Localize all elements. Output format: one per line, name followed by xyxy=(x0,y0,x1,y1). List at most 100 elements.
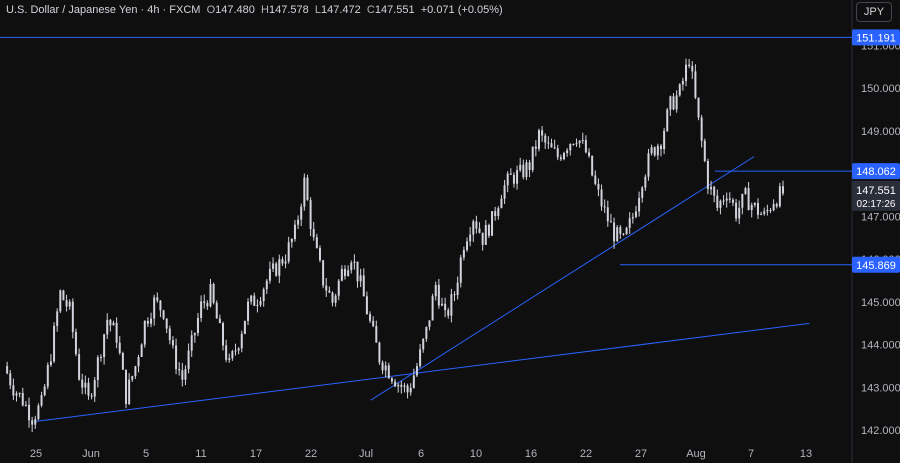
candle-body xyxy=(284,261,287,264)
candle-body xyxy=(725,198,728,201)
candle-body xyxy=(228,358,231,360)
candle-body xyxy=(584,140,587,153)
level-price-label: 148.062 xyxy=(856,166,896,178)
candle-body xyxy=(278,259,281,276)
x-tick-label: 5 xyxy=(143,448,149,460)
x-tick-label: 22 xyxy=(305,448,317,460)
open-value: 147.480 xyxy=(215,4,255,16)
candle-body xyxy=(262,289,265,302)
candle-body xyxy=(234,350,237,352)
candle-body xyxy=(609,221,612,223)
candle-body xyxy=(46,365,49,387)
x-tick-label: 27 xyxy=(635,448,647,460)
candle-body xyxy=(594,175,597,184)
candle-body xyxy=(153,297,156,319)
candle-body xyxy=(306,177,309,201)
candle-body xyxy=(53,325,56,362)
candle-body xyxy=(250,295,253,302)
candle-body xyxy=(453,294,456,296)
candle-body xyxy=(350,262,353,271)
candle-body xyxy=(24,404,27,406)
candle-body xyxy=(140,344,143,358)
candle-body xyxy=(541,130,544,136)
candle-body xyxy=(74,331,77,355)
candle-body xyxy=(365,296,368,315)
y-tick-label: 145.000 xyxy=(861,297,900,309)
candle-body xyxy=(209,283,212,307)
currency-button[interactable]: JPY xyxy=(856,2,892,22)
candle-body xyxy=(37,405,40,420)
level-price-tag xyxy=(852,256,900,273)
candle-body xyxy=(240,333,243,349)
candle-body xyxy=(537,130,540,149)
candle-body xyxy=(516,170,519,184)
candle-body xyxy=(159,300,162,311)
candle-body xyxy=(744,188,747,194)
candle-body xyxy=(218,318,221,324)
symbol-title[interactable]: U.S. Dollar / Japanese Yen · 4h · FXCM xyxy=(6,4,201,16)
candle-body xyxy=(466,241,469,250)
candle-body xyxy=(528,162,531,170)
candle-body xyxy=(613,222,616,242)
candle-body xyxy=(99,357,102,359)
candle-body xyxy=(15,393,18,396)
candle-body xyxy=(353,261,356,263)
chart-legend: U.S. Dollar / Japanese Yen · 4h · FXCM O… xyxy=(6,4,503,16)
candle-body xyxy=(475,221,478,229)
candle-body xyxy=(293,224,296,240)
candle-body xyxy=(56,311,59,326)
close-value: 147.551 xyxy=(374,4,415,16)
candle-body xyxy=(459,257,462,283)
candle-body xyxy=(747,188,750,211)
candle-body xyxy=(525,162,528,178)
candle-body xyxy=(697,97,700,118)
candle-body xyxy=(394,381,397,387)
candle-body xyxy=(778,186,781,207)
candle-body xyxy=(625,227,628,235)
candle-body xyxy=(215,302,218,319)
candle-body xyxy=(578,140,581,144)
candle-body xyxy=(125,369,128,405)
candle-body xyxy=(344,268,347,276)
candle-body xyxy=(706,160,709,190)
candle-body xyxy=(412,375,415,388)
x-tick-label: 11 xyxy=(195,448,206,460)
candle-body xyxy=(21,392,24,406)
candle-body xyxy=(638,197,641,212)
candle-body xyxy=(165,318,168,329)
candle-body xyxy=(500,198,503,209)
y-tick-label: 144.000 xyxy=(861,340,900,352)
candle-body xyxy=(115,322,118,343)
candle-body xyxy=(428,320,431,327)
candle-body xyxy=(375,326,378,343)
open-label: O xyxy=(206,4,216,16)
candle-body xyxy=(666,109,669,131)
candle-body xyxy=(334,295,337,303)
trendline xyxy=(34,322,810,423)
candle-body xyxy=(49,361,52,366)
candle-body xyxy=(62,290,65,301)
candle-body xyxy=(700,117,703,141)
candle-body xyxy=(487,225,490,236)
y-tick-label: 150.000 xyxy=(861,83,900,95)
candle-body xyxy=(106,319,109,335)
candle-body xyxy=(18,392,21,394)
x-tick-label: Aug xyxy=(686,448,706,460)
candle-body xyxy=(178,369,181,371)
low-value: 147.472 xyxy=(320,4,361,16)
candle-body xyxy=(597,183,600,190)
candle-body xyxy=(381,362,384,371)
candle-body xyxy=(406,385,409,393)
candle-body xyxy=(146,320,149,324)
candle-body xyxy=(481,232,484,245)
candle-body xyxy=(328,290,331,293)
candle-body xyxy=(337,280,340,296)
candle-body xyxy=(575,143,578,145)
candle-body xyxy=(384,365,387,371)
candle-body xyxy=(162,310,165,319)
candle-body xyxy=(628,218,631,228)
candle-body xyxy=(40,395,43,406)
candle-body xyxy=(512,174,515,184)
candle-body xyxy=(619,227,622,234)
